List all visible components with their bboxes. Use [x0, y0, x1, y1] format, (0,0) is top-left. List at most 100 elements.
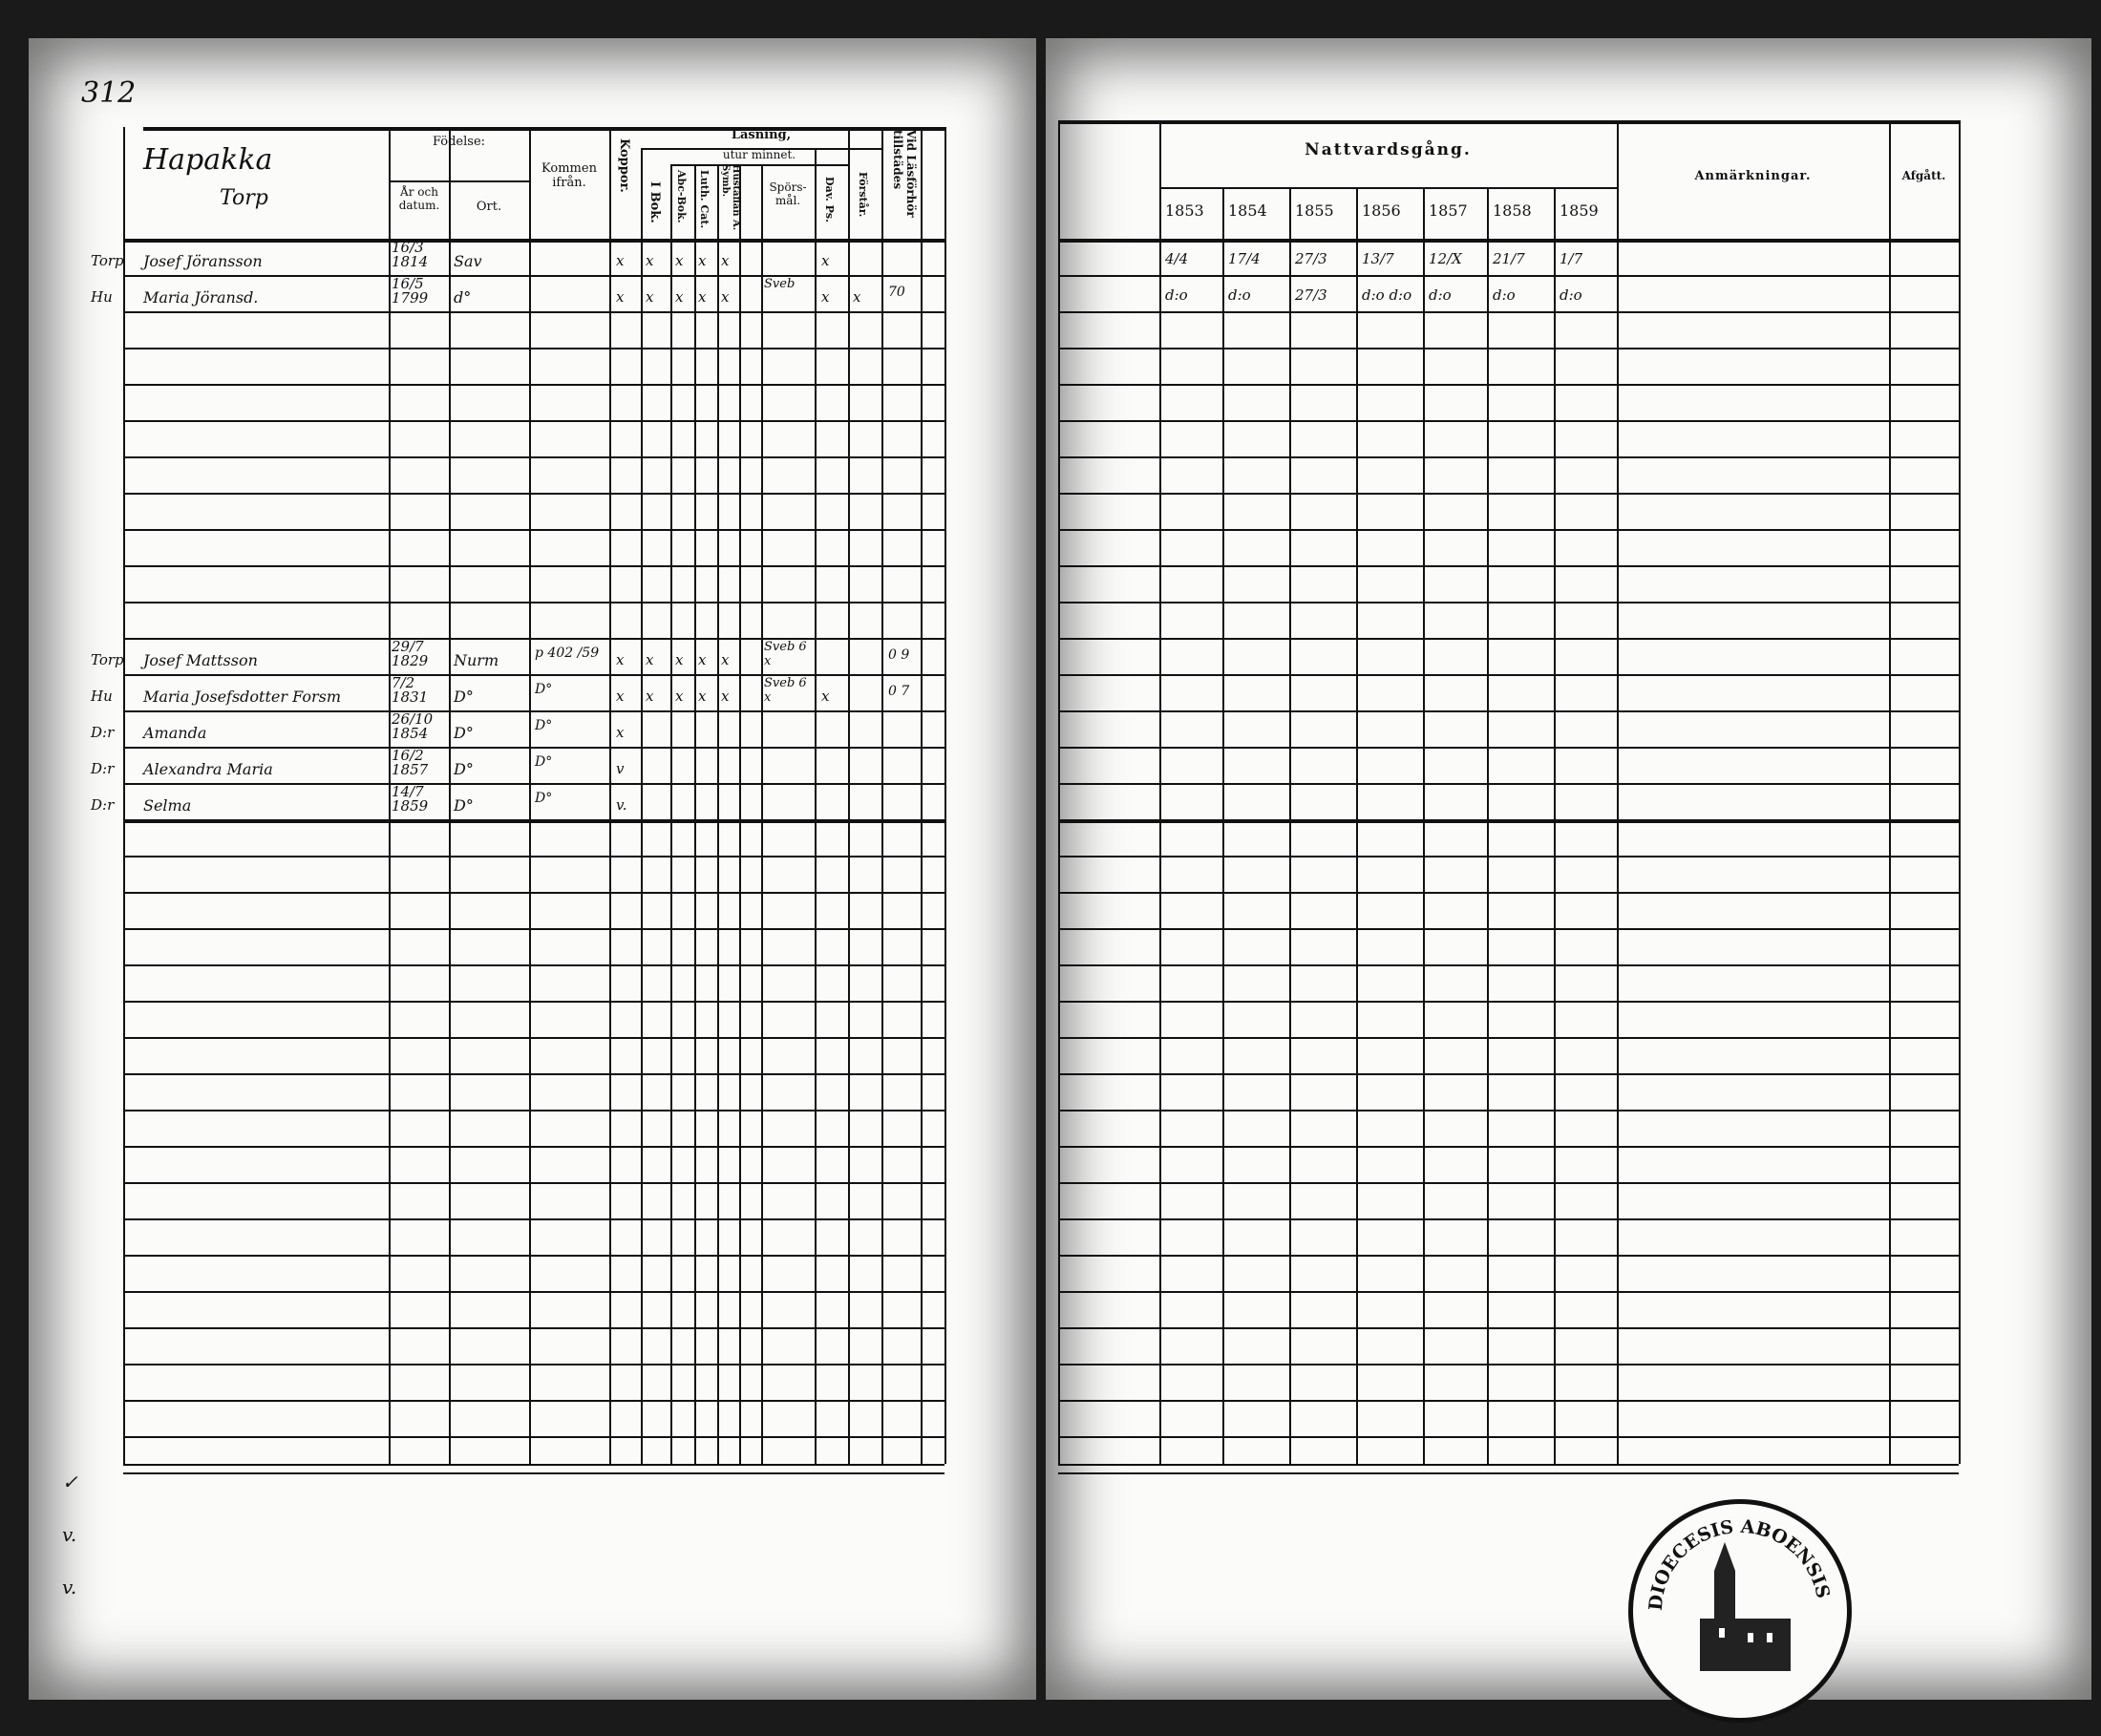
svg-text:DIOECESIS ABOENSIS: DIOECESIS ABOENSIS: [1645, 1516, 1834, 1612]
reading-mark: x: [616, 688, 625, 705]
margin-mark: v.: [62, 1523, 77, 1546]
rule-line: [123, 239, 944, 243]
reading-mark: v.: [616, 796, 627, 814]
reading-mark: x: [646, 288, 654, 306]
person-name: Amanda: [143, 724, 207, 742]
rule-line: [123, 1146, 944, 1148]
lasforhor-value: 0 9: [888, 647, 910, 663]
person-name: Josef Jöransson: [143, 252, 263, 270]
header-vid-lasforhor: Vid Läsförhör tillstädes: [891, 130, 918, 218]
reading-mark: x: [721, 688, 730, 705]
birth-place: D°: [454, 724, 474, 742]
rule-line: [1058, 1037, 1959, 1039]
row-prefix: Torp: [91, 651, 124, 668]
rule-line: [1058, 892, 1959, 894]
communion-date: d:o: [1429, 286, 1452, 304]
column-line: [739, 164, 741, 1464]
rule-line: [123, 1364, 944, 1366]
rule-line: [1058, 928, 1959, 930]
reading-mark: x: [616, 288, 625, 306]
rule-line: [123, 1037, 944, 1039]
rule-line: [1058, 1472, 1959, 1474]
rule-line: [123, 856, 944, 857]
communion-date: d:o: [1228, 286, 1251, 304]
rule-line: [1058, 1464, 1959, 1466]
row-prefix: D:r: [91, 724, 115, 741]
reading-mark: v: [616, 760, 625, 777]
header-ort: Ort.: [476, 200, 502, 214]
column-line: [641, 148, 643, 1464]
header-fodelse: Födelse:: [432, 135, 486, 149]
rule-line: [1058, 747, 1959, 749]
right-page: [1046, 38, 2091, 1700]
column-line: [609, 127, 611, 1464]
reading-mark: x: [646, 688, 654, 705]
reading-mark: x: [616, 724, 625, 741]
page-number: 312: [81, 76, 137, 110]
header-nattvardsgang: Nattvardsgång.: [1305, 140, 1472, 159]
column-line: [1356, 187, 1358, 1464]
header-ar-och-datum: År och datum.: [398, 185, 440, 212]
reading-mark: x: [675, 288, 684, 306]
rule-line: [1058, 638, 1959, 640]
place-subheading: Torp: [220, 186, 268, 210]
column-line: [529, 127, 531, 1464]
rule-line: [123, 456, 944, 458]
communion-date: 17/4: [1228, 250, 1261, 267]
rule-line: [1058, 456, 1959, 458]
column-line: [1889, 120, 1891, 1464]
communion-date: d:o: [1165, 286, 1188, 304]
came-from: D°: [535, 682, 553, 697]
birth-date: 14/7 1859: [392, 783, 429, 815]
row-prefix: D:r: [91, 760, 115, 777]
header-kommen-ifran: Kommen ifrån.: [541, 161, 597, 190]
reading-mark: x: [646, 651, 654, 668]
reading-mark: x: [698, 651, 707, 668]
birth-place: d°: [454, 288, 472, 307]
rule-line: [670, 164, 848, 166]
birth-date: 7/2 1831: [392, 674, 429, 706]
rule-line: [123, 1110, 944, 1111]
rule-line: [1058, 1291, 1959, 1293]
reading-mark: x: [821, 288, 830, 306]
rule-line: [123, 892, 944, 894]
reading-mark: x: [721, 252, 730, 269]
rule-line: [1058, 964, 1959, 966]
header-koppor: Koppor.: [617, 138, 631, 193]
reading-mark: x: [853, 288, 861, 306]
reading-mark: x: [721, 288, 730, 306]
rule-line: [1058, 384, 1959, 386]
rule-line: [123, 1255, 944, 1257]
reading-mark: x: [698, 252, 707, 269]
reading-mark: x: [616, 651, 625, 668]
reading-mark: x: [698, 688, 707, 705]
person-name: Maria Jöransd.: [143, 288, 259, 307]
rule-line: [123, 565, 944, 567]
reading-mark: x: [675, 688, 684, 705]
row-prefix: Hu: [91, 688, 113, 705]
rule-line: [123, 384, 944, 386]
person-name: Selma: [143, 796, 192, 815]
rule-line: [123, 819, 944, 823]
rule-line: [123, 638, 944, 640]
birth-date: 16/2 1857: [392, 747, 429, 778]
reading-mark: x: [698, 288, 707, 306]
year-header: 1854: [1228, 201, 1267, 220]
rule-line: [1058, 856, 1959, 857]
birth-date: 16/3 1814: [392, 239, 429, 270]
rule-line: [123, 1400, 944, 1402]
communion-date: 13/7: [1362, 250, 1394, 267]
header-lasning: Läsning,: [731, 128, 792, 142]
communion-date: d:o: [1493, 286, 1516, 304]
rule-line: [1058, 529, 1959, 531]
column-line: [1959, 120, 1961, 1464]
rule-line: [641, 148, 881, 150]
birth-place: D°: [454, 796, 474, 815]
rule-line: [1058, 819, 1959, 823]
rule-line: [123, 1218, 944, 1220]
birth-date: 16/5 1799: [392, 275, 429, 307]
rule-line: [123, 348, 944, 349]
rule-line: [123, 1327, 944, 1329]
column-line: [1058, 120, 1060, 1464]
column-line: [1487, 187, 1489, 1464]
